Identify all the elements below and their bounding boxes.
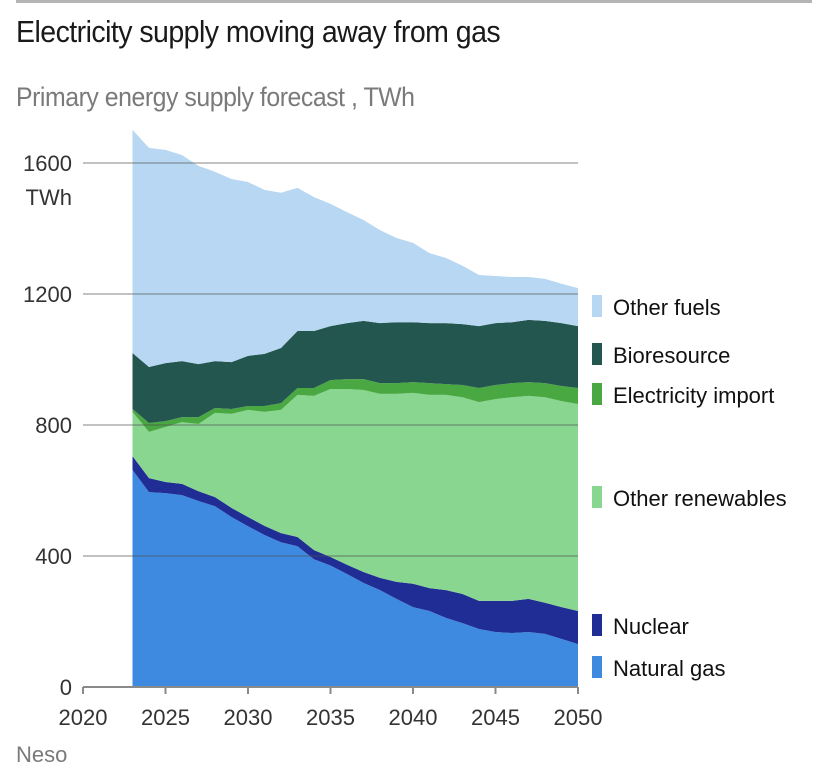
y-tick-label: 400 bbox=[35, 544, 72, 569]
y-tick-label: 1600 bbox=[23, 151, 72, 176]
area-electricity-import bbox=[132, 379, 578, 432]
area-bioresource bbox=[132, 319, 578, 423]
legend-label: Nuclear bbox=[613, 614, 689, 639]
legend-item-nuclear: Nuclear bbox=[592, 614, 689, 639]
chart-subtitle: Primary energy supply forecast , TWh bbox=[16, 82, 415, 112]
legend-label: Electricity import bbox=[613, 383, 774, 408]
axes: 2020 2025 2030 2035 2040 2045 2050 0 400 800 1200 1… bbox=[23, 151, 602, 730]
legend-swatch bbox=[592, 614, 602, 636]
legend-swatch bbox=[592, 343, 602, 365]
x-tick-label: 2040 bbox=[389, 705, 438, 730]
x-tick-label: 2045 bbox=[471, 705, 520, 730]
legend: Other fuels Bioresource Electricity import… bbox=[592, 295, 787, 681]
x-tick-label: 2050 bbox=[554, 705, 603, 730]
legend-item-other-fuels: Other fuels bbox=[592, 295, 721, 320]
legend-item-natural-gas: Natural gas bbox=[592, 656, 726, 681]
legend-label: Natural gas bbox=[613, 656, 726, 681]
y-tick-label: 800 bbox=[35, 413, 72, 438]
x-tick-label: 2020 bbox=[59, 705, 108, 730]
area-other-fuels bbox=[132, 129, 578, 367]
x-tick-label: 2030 bbox=[224, 705, 273, 730]
source-label: Neso bbox=[16, 742, 68, 767]
legend-item-bioresource: Bioresource bbox=[592, 343, 730, 368]
legend-swatch bbox=[592, 656, 602, 678]
chart-title: Electricity supply moving away from gas bbox=[16, 14, 501, 49]
legend-item-other-renewables: Other renewables bbox=[592, 486, 787, 511]
legend-swatch bbox=[592, 486, 602, 508]
x-tick-label: 2025 bbox=[141, 705, 190, 730]
gridlines bbox=[83, 162, 578, 557]
legend-item-electricity-import: Electricity import bbox=[592, 383, 774, 408]
y-tick-label: 0 bbox=[60, 675, 72, 700]
area-other-renewables bbox=[132, 389, 578, 611]
legend-swatch bbox=[592, 383, 602, 405]
x-tick-label: 2035 bbox=[306, 705, 355, 730]
legend-label: Other renewables bbox=[613, 486, 787, 511]
legend-swatch bbox=[592, 295, 602, 317]
area-nuclear bbox=[132, 456, 578, 645]
y-tick-label: 1200 bbox=[23, 282, 72, 307]
y-unit-label: TWh bbox=[26, 185, 72, 210]
legend-label: Bioresource bbox=[613, 343, 730, 368]
legend-label: Other fuels bbox=[613, 295, 721, 320]
area-layers bbox=[132, 129, 578, 687]
top-rule bbox=[16, 0, 812, 3]
